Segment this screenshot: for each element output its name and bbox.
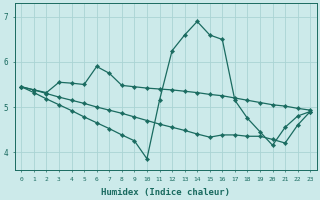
X-axis label: Humidex (Indice chaleur): Humidex (Indice chaleur) [101, 188, 230, 197]
